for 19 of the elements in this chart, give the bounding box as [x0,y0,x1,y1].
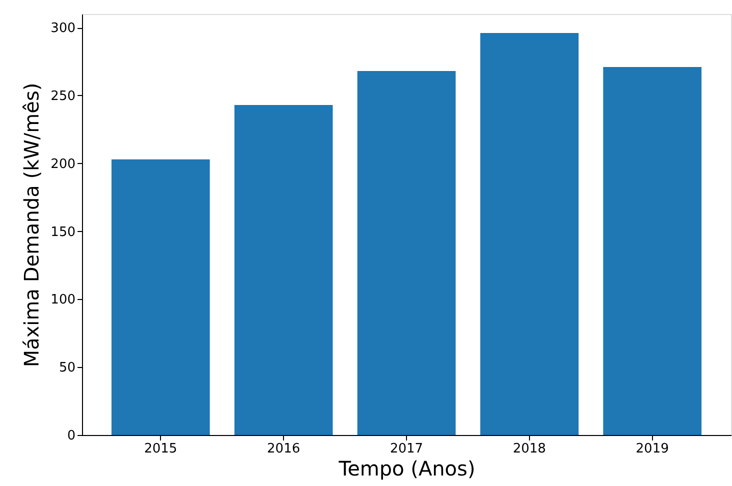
x-tick-label: 2019 [636,442,669,456]
y-axis-title: Máxima Demanda (kW/mês) [20,82,44,368]
y-tick-label: 200 [50,156,76,172]
x-tick-label: 2017 [390,442,424,456]
bar [112,159,210,435]
y-tick-label: 0 [67,428,76,444]
y-tick-label: 50 [58,360,76,376]
bar [234,104,333,435]
bar [480,33,579,435]
x-tick-label: 2015 [144,442,178,456]
x-tick-label: 2018 [512,442,546,456]
y-tick-label: 250 [50,88,76,104]
x-tick-label: 2016 [267,442,300,456]
bar [357,71,456,435]
x-axis-title: Tempo (Anos) [338,456,476,480]
y-tick-label: 100 [50,292,76,308]
y-tick-label: 150 [50,224,76,240]
bar [603,66,702,435]
y-tick-label: 300 [50,21,76,36]
